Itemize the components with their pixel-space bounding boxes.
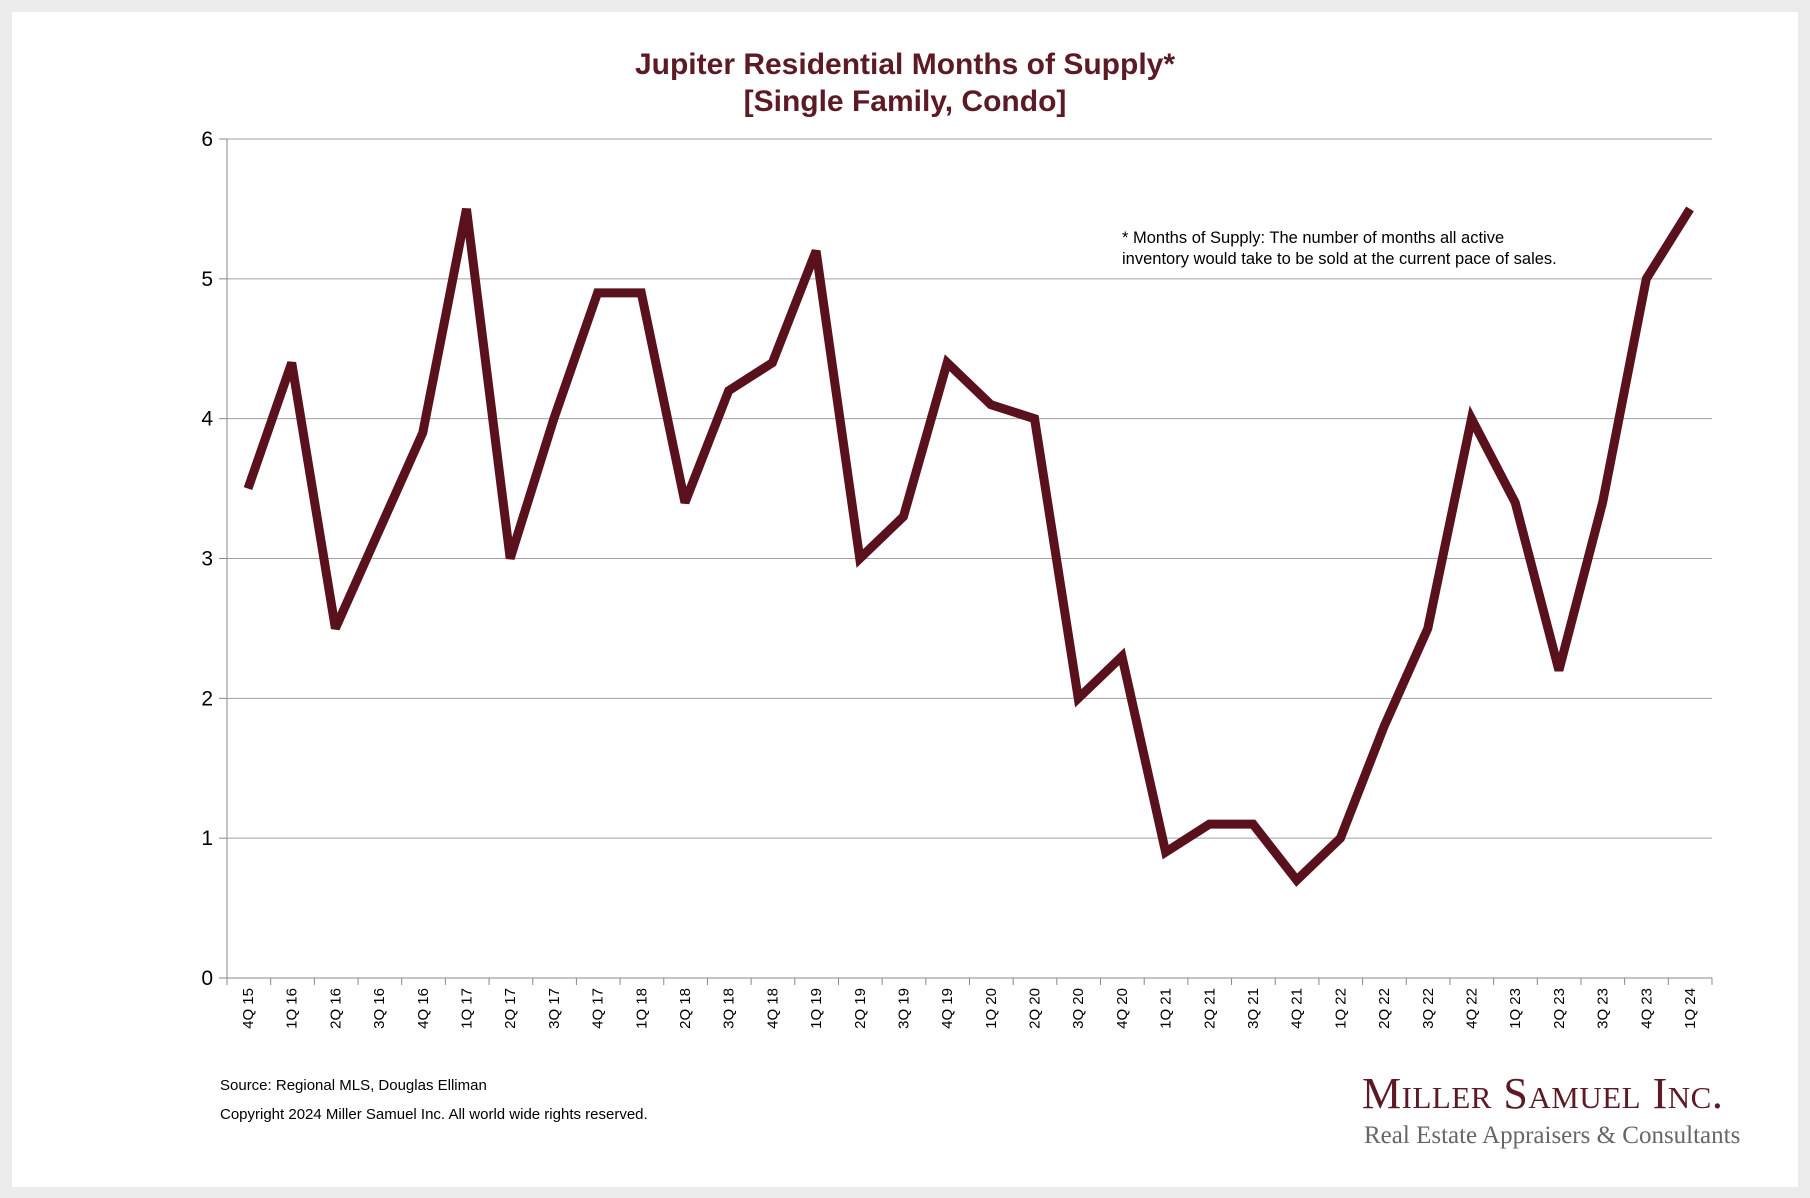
- y-tick-label: 5: [201, 268, 213, 291]
- chart-panel: [12, 12, 1798, 1187]
- y-tick-label: 1: [201, 827, 213, 850]
- x-tick-label: 2Q 23: [1551, 988, 1568, 1029]
- y-tick-label: 2: [201, 687, 213, 710]
- x-tick-label: 2Q 20: [1027, 988, 1044, 1029]
- x-tick-label: 3Q 20: [1070, 988, 1087, 1029]
- annotation-line-2: inventory would take to be sold at the c…: [1122, 250, 1557, 268]
- annotation-line-1: * Months of Supply: The number of months…: [1122, 229, 1505, 247]
- series-line: [243, 206, 1694, 887]
- x-tick-label: 4Q 21: [1289, 988, 1306, 1029]
- x-tick-label: 1Q 23: [1507, 988, 1524, 1029]
- x-tick-label: 2Q 21: [1201, 988, 1218, 1029]
- y-tick-label: 0: [201, 967, 213, 990]
- x-tick-label: 4Q 17: [590, 988, 607, 1029]
- chart-subtitle: [Single Family, Condo]: [743, 85, 1067, 118]
- x-tick-label: 1Q 22: [1332, 988, 1349, 1029]
- copyright-text: Copyright 2024 Miller Samuel Inc. All wo…: [220, 1106, 648, 1123]
- x-tick-label: 1Q 21: [1158, 988, 1175, 1029]
- x-tick-label: 4Q 19: [939, 988, 956, 1029]
- x-tick-label: 4Q 18: [764, 988, 781, 1029]
- x-tick-label: 2Q 22: [1376, 988, 1393, 1029]
- logo-tagline: Real Estate Appraisers & Consultants: [1364, 1122, 1741, 1149]
- x-tick-label: 1Q 17: [458, 988, 475, 1029]
- x-tick-label: 4Q 22: [1464, 988, 1481, 1029]
- x-tick-label: 2Q 19: [852, 988, 869, 1029]
- x-tick-label: 4Q 15: [240, 988, 257, 1029]
- chart-title: Jupiter Residential Months of Supply*: [634, 48, 1176, 81]
- x-tick-label: 1Q 24: [1682, 988, 1699, 1029]
- x-tick-label: 3Q 23: [1595, 988, 1612, 1029]
- x-tick-label: 3Q 19: [895, 988, 912, 1029]
- x-tick-label: 3Q 17: [546, 988, 563, 1029]
- y-tick-label: 3: [201, 548, 213, 571]
- x-tick-label: 1Q 16: [284, 988, 301, 1029]
- logo-name: Miller Samuel Inc.: [1362, 1069, 1724, 1118]
- x-tick-label: 1Q 19: [808, 988, 825, 1029]
- x-tick-label: 3Q 21: [1245, 988, 1262, 1029]
- x-tick-label: 4Q 20: [1114, 988, 1131, 1029]
- y-tick-label: 4: [201, 408, 213, 431]
- x-tick-label: 2Q 16: [327, 988, 344, 1029]
- x-tick-label: 1Q 20: [983, 988, 1000, 1029]
- x-tick-label: 3Q 16: [371, 988, 388, 1029]
- x-tick-label: 1Q 18: [633, 988, 650, 1029]
- source-text: Source: Regional MLS, Douglas Elliman: [220, 1077, 487, 1094]
- x-tick-label: 3Q 22: [1420, 988, 1437, 1029]
- y-tick-label: 6: [201, 128, 213, 151]
- x-tick-label: 2Q 18: [677, 988, 694, 1029]
- annotation-note: * Months of Supply: The number of months…: [1122, 228, 1557, 270]
- x-tick-label: 3Q 18: [721, 988, 738, 1029]
- x-tick-label: 4Q 16: [415, 988, 432, 1029]
- x-tick-label: 4Q 23: [1638, 988, 1655, 1029]
- x-tick-label: 2Q 17: [502, 988, 519, 1029]
